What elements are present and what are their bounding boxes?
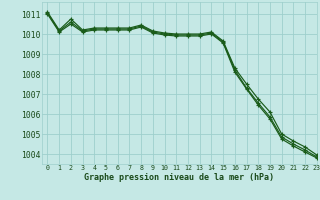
X-axis label: Graphe pression niveau de la mer (hPa): Graphe pression niveau de la mer (hPa)	[84, 173, 274, 182]
